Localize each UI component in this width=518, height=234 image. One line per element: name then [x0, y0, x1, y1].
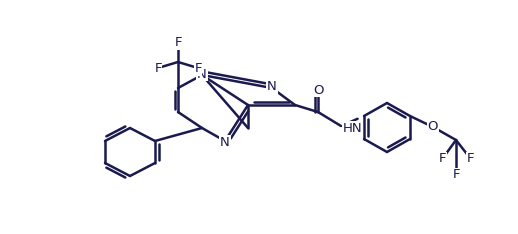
- Text: HN: HN: [343, 121, 363, 135]
- Text: O: O: [313, 84, 323, 96]
- Text: F: F: [439, 153, 447, 165]
- Text: N: N: [197, 67, 207, 80]
- Text: N: N: [220, 135, 230, 149]
- Text: F: F: [466, 153, 474, 165]
- Text: F: F: [194, 62, 202, 76]
- Text: N: N: [267, 80, 277, 94]
- Text: O: O: [428, 121, 438, 134]
- Text: F: F: [154, 62, 162, 76]
- Text: F: F: [174, 37, 182, 50]
- Text: F: F: [452, 168, 460, 182]
